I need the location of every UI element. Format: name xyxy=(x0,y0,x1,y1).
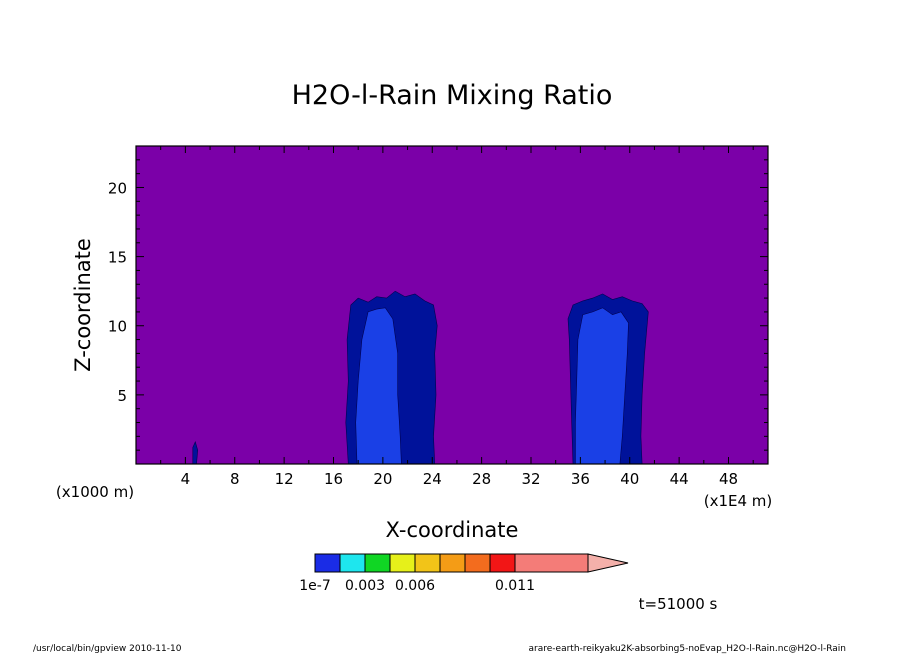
contour-region-inner-2 xyxy=(355,307,402,465)
colorbar-tick-label: 1e-7 xyxy=(299,578,330,594)
x-tick-label: 36 xyxy=(571,470,590,488)
colorbar-swatch xyxy=(489,553,516,573)
x-tick-label: 24 xyxy=(423,470,442,488)
x-tick-label: 44 xyxy=(670,470,689,488)
colorbar-arrow xyxy=(587,553,629,573)
x-tick-label: 16 xyxy=(324,470,343,488)
plot-frame xyxy=(135,145,769,465)
colorbar-tick-label: 0.006 xyxy=(395,578,435,594)
x-tick-label: 4 xyxy=(181,470,191,488)
contour-regions xyxy=(192,290,649,465)
colorbar-swatch xyxy=(339,553,366,573)
colorbar-swatch xyxy=(314,553,341,573)
x-tick-label: 12 xyxy=(275,470,294,488)
footer-left: /usr/local/bin/gpview 2010-11-10 xyxy=(33,644,182,654)
x-axis-unit: (x1E4 m) xyxy=(704,492,773,510)
colorbar-tick-label: 0.003 xyxy=(345,578,385,594)
x-tick-label: 8 xyxy=(230,470,240,488)
contour-region-inner-3 xyxy=(575,307,629,465)
y-tick-label: 5 xyxy=(117,387,127,405)
x-tick-label: 28 xyxy=(472,470,491,488)
y-axis-unit: (x1000 m) xyxy=(56,483,134,501)
colorbar-swatch xyxy=(464,553,491,573)
y-tick-label: 10 xyxy=(108,318,127,336)
time-label: t=51000 s xyxy=(639,595,718,613)
chart-title: H2O-l-Rain Mixing Ratio xyxy=(292,80,613,111)
plot-background xyxy=(136,146,768,464)
colorbar-swatch xyxy=(514,553,589,573)
footer-right: arare-earth-reikyaku2K-absorbing5-noEvap… xyxy=(529,644,846,654)
x-tick-label: 32 xyxy=(521,470,540,488)
x-tick-label: 20 xyxy=(373,470,392,488)
colorbar-tick-label: 0.011 xyxy=(495,578,535,594)
colorbar-swatch xyxy=(364,553,391,573)
y-axis-label: Z-coordinate xyxy=(71,238,95,372)
colorbar-swatch xyxy=(414,553,441,573)
x-axis-label: X-coordinate xyxy=(386,518,519,542)
colorbar-swatch xyxy=(439,553,466,573)
colorbar: 1e-7 0.003 0.006 0.011 xyxy=(299,553,629,594)
y-tick-label: 20 xyxy=(108,179,127,197)
x-tick-label: 40 xyxy=(620,470,639,488)
x-tick-label: 48 xyxy=(719,470,738,488)
colorbar-swatch xyxy=(389,553,416,573)
y-tick-label: 15 xyxy=(108,249,127,267)
